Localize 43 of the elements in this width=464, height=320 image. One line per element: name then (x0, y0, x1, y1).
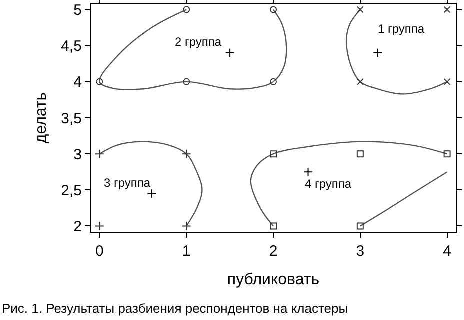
point (182, 222, 192, 231)
x-tick-label: 3 (356, 243, 365, 260)
point (444, 150, 451, 158)
point (444, 6, 451, 14)
point (225, 48, 235, 58)
annotation: 3 группа (104, 176, 151, 190)
y-tick-label: 3 (74, 146, 82, 164)
point (94, 222, 104, 231)
x-tick-label: 2 (269, 243, 278, 260)
point (183, 6, 190, 14)
point (94, 149, 104, 159)
point (444, 78, 451, 86)
y-tick-label: 3,5 (61, 110, 82, 128)
annotation: 1 группа (378, 22, 425, 36)
y-tick-label: 4 (74, 74, 82, 92)
point (182, 149, 192, 159)
point (96, 78, 104, 86)
x-tick-label: 4 (443, 243, 452, 260)
line-series (99, 141, 203, 227)
point (356, 222, 364, 230)
x-tick-label: 0 (96, 243, 104, 260)
point (356, 150, 364, 158)
x-axis-title: публиковать (227, 272, 320, 289)
point (373, 48, 382, 58)
y-tick-label: 2 (74, 218, 82, 236)
x-tick-label: 1 (182, 243, 191, 260)
line-series (346, 9, 448, 95)
point (270, 222, 277, 230)
y-tick-label: 2,5 (61, 182, 82, 200)
point (356, 6, 364, 14)
annotation: 4 группа (305, 177, 352, 191)
annotation: 2 группа (175, 35, 222, 49)
y-tick-label: 4,5 (61, 38, 82, 56)
point (270, 78, 277, 86)
point (270, 150, 277, 158)
point (356, 78, 364, 86)
point (304, 167, 313, 177)
y-tick-label: 5 (74, 2, 82, 20)
y-axis-title: делать (33, 92, 50, 144)
point (147, 189, 157, 198)
point (183, 78, 190, 86)
point (270, 6, 277, 14)
text: Рис. 1. Результаты разбиения респондентов на кластеры (2, 301, 348, 316)
